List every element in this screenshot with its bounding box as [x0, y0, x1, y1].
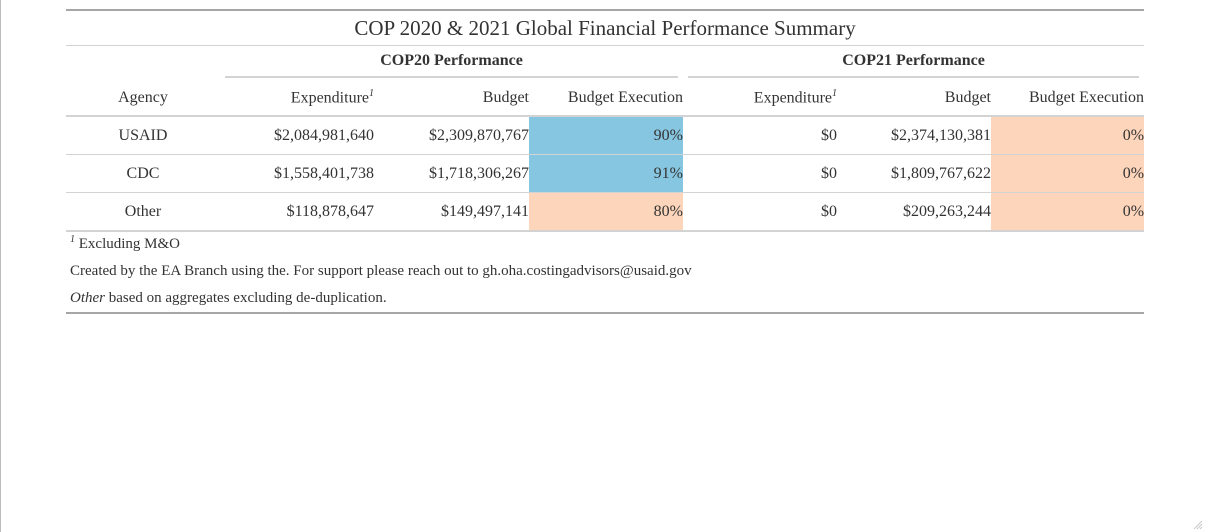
footnote-created-by: Created by the EA Branch using the. For …: [70, 263, 692, 279]
cop21-execution-cell: 0%: [991, 192, 1145, 232]
column-header-agency: Agency: [66, 80, 220, 117]
window-left-border: [0, 0, 1, 532]
cop21-budget-cell: $209,263,244: [837, 192, 991, 232]
column-header-cop21-budget-execution: Budget Execution: [991, 80, 1145, 117]
resize-grip-icon[interactable]: [1191, 518, 1203, 530]
cop21-budget-cell: $2,374,130,381: [837, 116, 991, 155]
agency-cell: USAID: [66, 116, 220, 155]
footnote-excluding: 1 Excluding M&O: [66, 231, 1144, 258]
cop20-spanner-label: COP20 Performance: [225, 49, 678, 78]
column-header-label: Expenditure: [290, 89, 369, 107]
cop20-expenditure-cell: $2,084,981,640: [220, 116, 374, 155]
cop20-expenditure-cell: $1,558,401,738: [220, 154, 374, 193]
cop20-budget-cell: $149,497,141: [374, 192, 529, 232]
footnote-marker: 1: [70, 234, 75, 245]
table-row: USAID $2,084,981,640 $2,309,870,767 90% …: [66, 116, 1145, 155]
table-title: COP 2020 & 2021 Global Financial Perform…: [66, 9, 1145, 46]
footnote-other-text: based on aggregates excluding de-duplica…: [105, 290, 387, 306]
cop20-budget-cell: $1,718,306,267: [374, 154, 529, 193]
footnote-excluding-text: Excluding M&O: [78, 236, 180, 252]
agency-cell: Other: [66, 192, 220, 232]
column-header-cop21-budget: Budget: [837, 80, 991, 117]
cop21-budget-cell: $1,809,767,622: [837, 154, 991, 193]
cop20-spanner: COP20 Performance: [220, 46, 683, 81]
spanner-spacer: [66, 46, 220, 81]
cop21-expenditure-cell: $0: [683, 154, 837, 193]
cop20-execution-cell: 91%: [529, 154, 683, 193]
column-header-label: Expenditure: [753, 89, 832, 107]
column-header-cop20-budget: Budget: [374, 80, 529, 117]
cop21-expenditure-cell: $0: [683, 192, 837, 232]
table-footnotes: 1 Excluding M&O Created by the EA Branch…: [66, 231, 1144, 314]
table-row: CDC $1,558,401,738 $1,718,306,267 91% $0…: [66, 154, 1145, 193]
agency-cell: CDC: [66, 154, 220, 193]
cop21-spanner: COP21 Performance: [683, 46, 1144, 81]
cop21-execution-cell: 0%: [991, 116, 1145, 155]
cop21-spanner-label: COP21 Performance: [688, 49, 1140, 78]
footnote-marker: 1: [369, 87, 374, 99]
cop20-budget-cell: $2,309,870,767: [374, 116, 529, 155]
footnote-marker: 1: [832, 87, 837, 99]
cop20-execution-cell: 90%: [529, 116, 683, 155]
cop20-execution-cell: 80%: [529, 192, 683, 232]
cop20-expenditure-cell: $118,878,647: [220, 192, 374, 232]
footnote-other-label: Other: [70, 290, 105, 306]
cop21-expenditure-cell: $0: [683, 116, 837, 155]
cop21-execution-cell: 0%: [991, 154, 1145, 193]
financial-summary-table: COP 2020 & 2021 Global Financial Perform…: [66, 9, 1145, 232]
column-header-cop21-expenditure: Expenditure1: [683, 80, 837, 117]
column-header-cop20-budget-execution: Budget Execution: [529, 80, 683, 117]
column-header-cop20-expenditure: Expenditure1: [220, 80, 374, 117]
table-row: Other $118,878,647 $149,497,141 80% $0 $…: [66, 192, 1145, 232]
footnote-other: Other based on aggregates excluding de-d…: [66, 285, 1144, 312]
